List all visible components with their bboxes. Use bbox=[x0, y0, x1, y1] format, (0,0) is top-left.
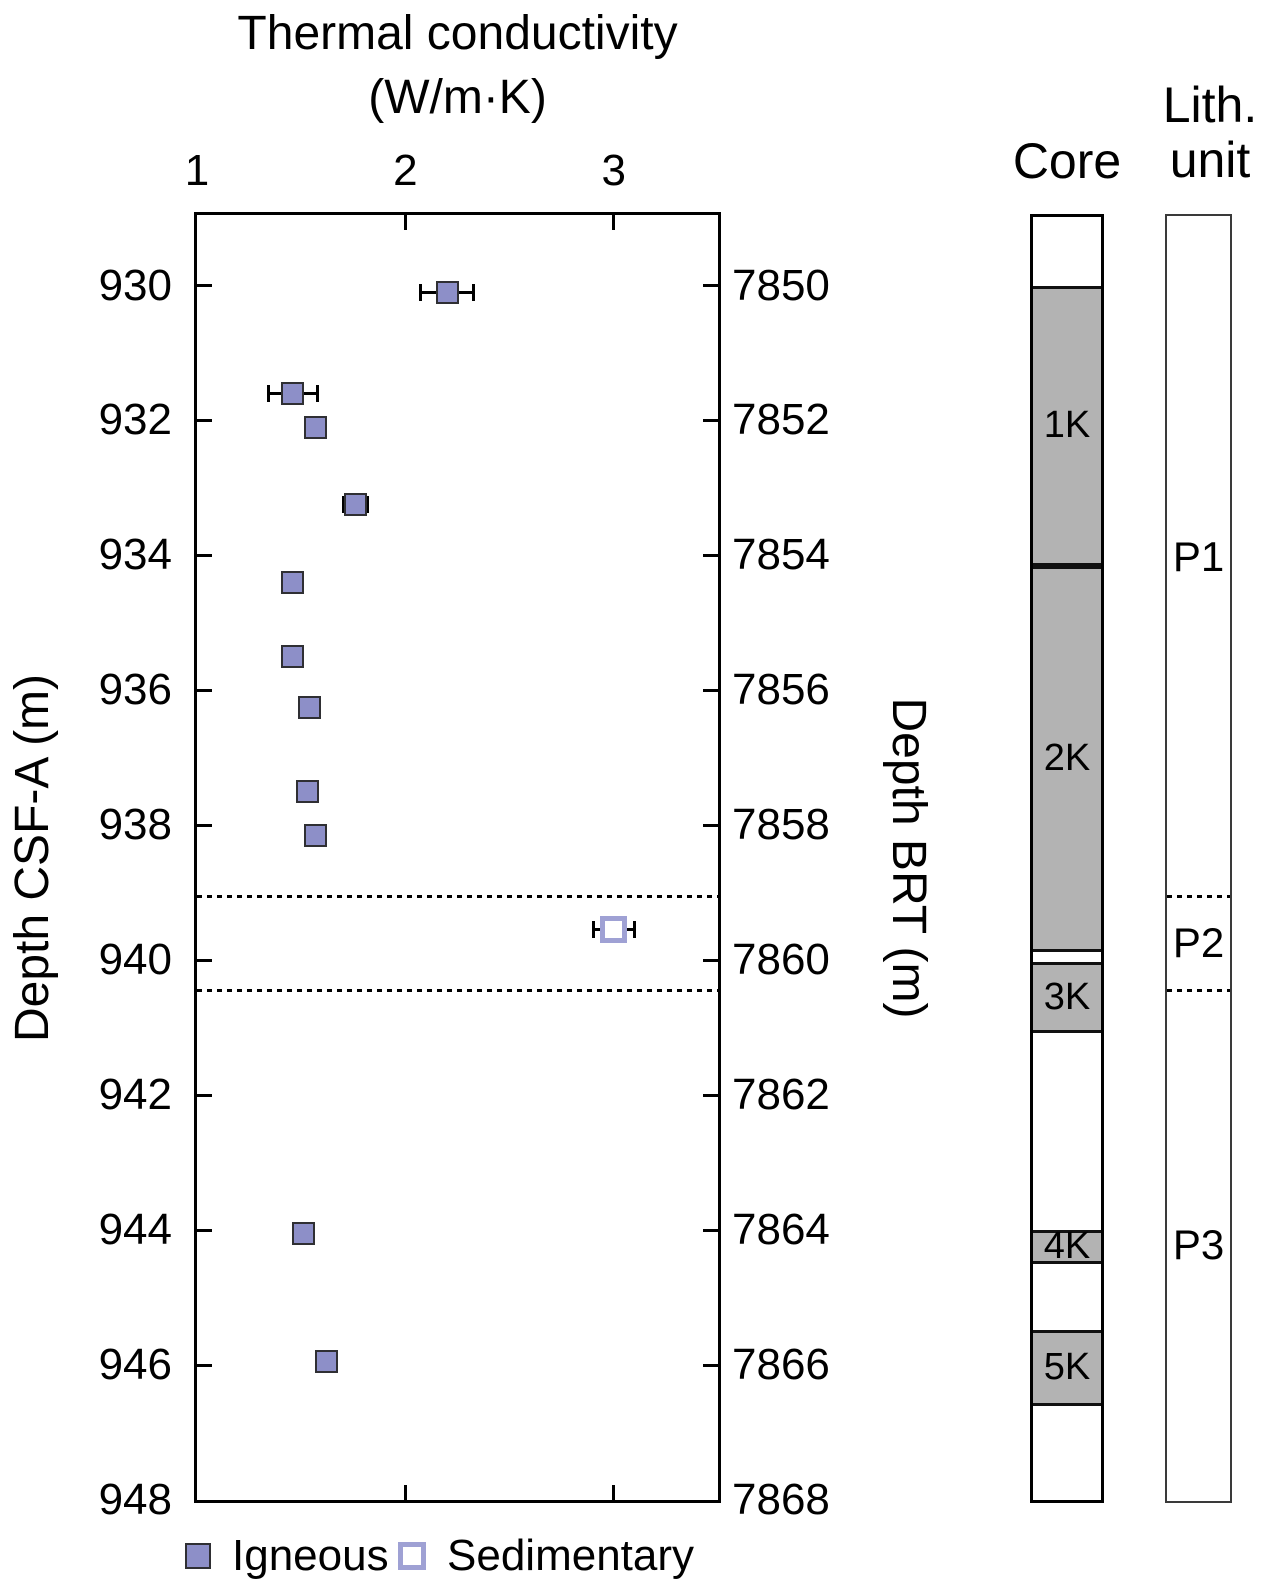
x-axis-tick-top bbox=[403, 215, 407, 230]
plot-area bbox=[194, 212, 721, 1503]
unit-boundary-line bbox=[197, 894, 718, 898]
right-axis-tick-label: 7862 bbox=[732, 1070, 830, 1120]
igneous-data-point bbox=[304, 823, 328, 847]
lith-column bbox=[1165, 214, 1232, 1503]
core-section-label: 2K bbox=[1043, 737, 1091, 780]
left-axis-tick-label: 934 bbox=[98, 530, 172, 580]
left-axis-tick-label: 932 bbox=[98, 395, 172, 445]
right-axis-tick bbox=[703, 553, 718, 557]
right-axis-tick-label: 7860 bbox=[732, 935, 830, 985]
left-axis-tick-label: 944 bbox=[98, 1205, 172, 1255]
right-axis-tick bbox=[703, 823, 718, 827]
x-axis-tick-label: 2 bbox=[393, 146, 418, 195]
core-section: 2K bbox=[1033, 565, 1101, 953]
left-axis-tick bbox=[197, 418, 212, 422]
core-section: 5K bbox=[1033, 1329, 1101, 1406]
right-axis-tick bbox=[703, 1093, 718, 1097]
igneous-data-point bbox=[435, 280, 459, 304]
igneous-data-point bbox=[281, 381, 305, 405]
right-axis-tick-label: 7858 bbox=[732, 800, 830, 850]
lith-unit-label: P3 bbox=[1172, 1221, 1225, 1269]
core-section-label: 5K bbox=[1043, 1346, 1091, 1389]
left-axis-tick-label: 930 bbox=[98, 260, 172, 310]
lith-column-header: Lith. unit bbox=[1145, 78, 1266, 188]
lith-boundary-line bbox=[1167, 989, 1230, 993]
right-axis-tick bbox=[703, 1228, 718, 1232]
core-section-label: 3K bbox=[1043, 976, 1091, 1019]
left-axis-tick bbox=[197, 958, 212, 962]
left-axis-tick bbox=[197, 1363, 212, 1367]
unit-boundary-line bbox=[197, 989, 718, 993]
left-axis-tick-label: 938 bbox=[98, 800, 172, 850]
right-axis-tick bbox=[703, 418, 718, 422]
left-axis-tick bbox=[197, 823, 212, 827]
igneous-marker-swatch bbox=[185, 1543, 211, 1569]
right-axis-tick bbox=[703, 1363, 718, 1367]
igneous-data-point bbox=[281, 570, 305, 594]
right-axis-tick bbox=[703, 688, 718, 692]
x-axis-tick-top bbox=[612, 215, 616, 230]
right-axis-tick-label: 7854 bbox=[732, 530, 830, 580]
x-axis-tick-label: 3 bbox=[601, 146, 627, 195]
chart-title-line2: (W/m·K) bbox=[368, 71, 547, 124]
core-section-label: 1K bbox=[1043, 404, 1091, 447]
left-axis-tick bbox=[197, 284, 212, 288]
igneous-data-point bbox=[314, 1350, 338, 1374]
right-axis-tick-label: 7850 bbox=[732, 260, 830, 310]
error-bar-cap bbox=[472, 283, 476, 301]
igneous-data-point bbox=[298, 695, 322, 719]
right-axis-tick-label: 7852 bbox=[732, 395, 830, 445]
x-axis-tick-label: 1 bbox=[184, 146, 210, 195]
core-section-label: 4K bbox=[1043, 1225, 1091, 1268]
sedimentary-marker-swatch bbox=[398, 1542, 426, 1570]
error-bar-cap bbox=[365, 496, 369, 514]
error-bar-cap bbox=[341, 496, 345, 514]
igneous-data-point bbox=[343, 493, 367, 517]
legend-label-igneous: Igneous bbox=[232, 1531, 389, 1580]
igneous-data-point bbox=[295, 780, 319, 804]
error-bar-cap bbox=[315, 384, 319, 402]
lith-header-line2: unit bbox=[1169, 132, 1251, 188]
error-bar-cap bbox=[418, 283, 422, 301]
igneous-data-point bbox=[281, 645, 305, 669]
left-axis-tick-label: 942 bbox=[98, 1070, 172, 1120]
chart-title-line1: Thermal conductivity bbox=[237, 7, 678, 60]
lith-boundary-line bbox=[1167, 894, 1230, 898]
left-axis-tick-label: 940 bbox=[98, 935, 172, 985]
left-axis-tick bbox=[197, 553, 212, 557]
core-section: 1K bbox=[1033, 285, 1101, 566]
lith-unit-label: P2 bbox=[1172, 919, 1225, 967]
left-axis-tick bbox=[197, 688, 212, 692]
left-axis-tick bbox=[197, 1228, 212, 1232]
core-column-header: Core bbox=[1012, 133, 1122, 189]
right-axis-tick bbox=[703, 284, 718, 288]
lith-unit-label: P1 bbox=[1172, 532, 1225, 580]
error-bar-cap bbox=[632, 921, 636, 939]
x-axis-tick-bottom bbox=[403, 1485, 407, 1500]
core-section: 3K bbox=[1033, 962, 1101, 1034]
sedimentary-data-point bbox=[600, 916, 628, 944]
right-axis-tick bbox=[703, 958, 718, 962]
right-axis-tick-label: 7868 bbox=[732, 1475, 830, 1524]
left-axis-tick bbox=[197, 1093, 212, 1097]
left-axis-tick-label: 946 bbox=[98, 1340, 172, 1390]
right-axis-title: Depth BRT (m) bbox=[882, 697, 935, 1019]
right-axis-tick-label: 7856 bbox=[732, 665, 830, 715]
lith-header-line1: Lith. bbox=[1162, 77, 1258, 133]
legend-label-sedimentary: Sedimentary bbox=[447, 1531, 695, 1580]
core-section: 4K bbox=[1033, 1225, 1101, 1267]
igneous-data-point bbox=[304, 415, 328, 439]
left-axis-tick-label: 948 bbox=[98, 1475, 172, 1524]
igneous-data-point bbox=[291, 1221, 315, 1245]
x-axis-tick-bottom bbox=[612, 1485, 616, 1500]
left-axis-tick-label: 936 bbox=[98, 665, 172, 715]
right-axis-tick-label: 7866 bbox=[732, 1340, 830, 1390]
right-axis-tick-label: 7864 bbox=[732, 1205, 830, 1255]
error-bar-cap bbox=[591, 921, 595, 939]
error-bar-cap bbox=[266, 384, 270, 402]
